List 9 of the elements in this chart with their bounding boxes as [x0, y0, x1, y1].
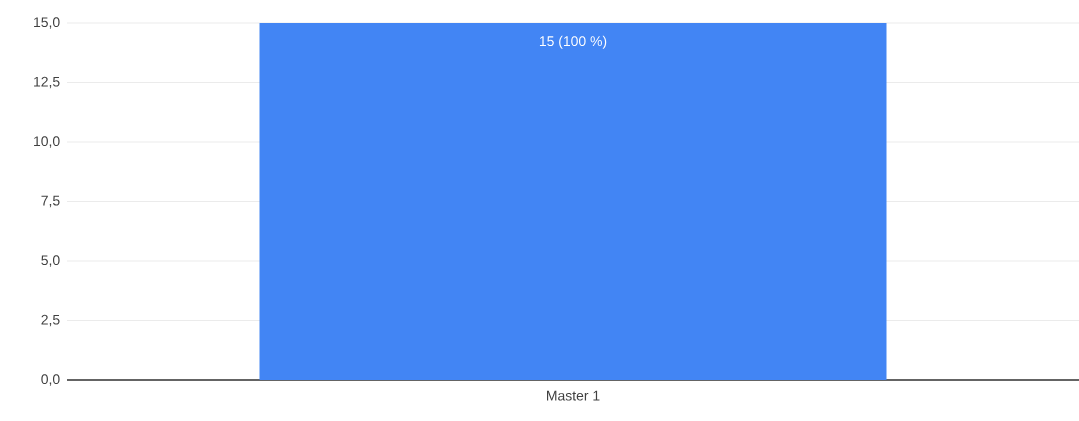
y-tick-label: 2,5 [41, 314, 60, 327]
y-tick-label: 7,5 [41, 195, 60, 208]
y-tick-label: 5,0 [41, 255, 60, 267]
x-tick-label: Master 1 [547, 390, 600, 401]
y-tick-label: 12,5 [34, 76, 60, 89]
y-tick-label: 10,0 [34, 136, 60, 148]
data-label: 15 (100 %) [539, 35, 607, 49]
y-tick-label: 0,0 [41, 374, 60, 386]
y-tick-label: 15,0 [34, 17, 60, 29]
